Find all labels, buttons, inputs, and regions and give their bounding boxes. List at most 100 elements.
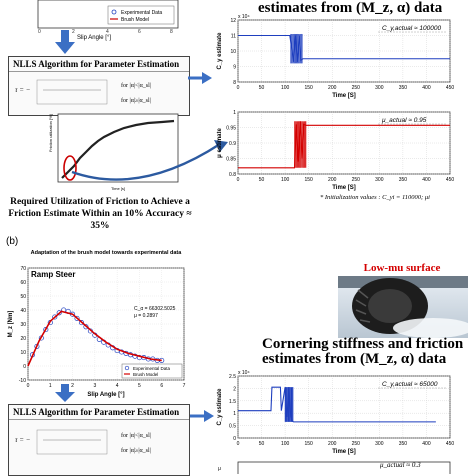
arrow-down-icon	[55, 30, 75, 54]
y-tick-label: 8	[233, 80, 236, 86]
arrow-down-icon	[55, 384, 75, 402]
nlls-box-b: NLLS Algorithm for Parameter Estimation …	[8, 404, 190, 476]
x-tick-label: 0	[237, 177, 240, 183]
nlls-formula-b: τ = − for |α|<|α_sl| for |α|≥|α_sl|	[15, 429, 151, 455]
top-cy-chart: 8 9 10 11 12 0 50 100 150 200 250 300 350 400 450 Time …	[217, 14, 455, 99]
y-tick-label: 20	[20, 336, 26, 342]
x-tick-label: 250	[352, 441, 361, 447]
y-axis-label: M_z [Nm]	[8, 311, 14, 338]
data-point	[83, 324, 89, 330]
arrow-right-icon	[190, 410, 214, 422]
x-tick-label: 0	[237, 441, 240, 447]
arrow-right-icon	[188, 72, 212, 84]
y-tick-label: 0	[233, 436, 236, 442]
y-tick-label: 0.95	[226, 126, 236, 132]
x-tick-label: 7	[183, 383, 186, 389]
y-tick-label: 9	[233, 65, 236, 71]
nlls-cond-1: for |α|<|α_sl|	[121, 82, 151, 89]
y-axis-label: μ estimate	[217, 127, 223, 157]
svg-text:τ = −: τ = −	[15, 436, 31, 444]
legend-box	[121, 363, 183, 379]
friction-utilization-chart: Friction utilization [%] Time [s]	[48, 113, 179, 191]
b-cy-chart: 0 0.5 1 1.5 2 2.5 0 50 100 150 200 250 300 350 400 450 T…	[217, 370, 455, 455]
x-tick-label: 0	[237, 85, 240, 91]
x-axis-label: Time [S]	[332, 93, 356, 99]
legend-marker-exp	[124, 365, 130, 371]
top-estimates-title: estimates from (M_z, α) data	[258, 0, 443, 16]
x-tick-label: 450	[446, 177, 455, 183]
actual-annotation: C_y,actual ≈ 65000	[382, 381, 438, 388]
y-tick-label: 11	[231, 34, 236, 40]
x-tick-label: 50	[259, 85, 265, 91]
x-axis-label: Slip Angle [°]	[87, 392, 124, 398]
actual-annotation: C_y,actual ≈ 100000	[382, 25, 441, 32]
brush-model-line	[27, 310, 162, 367]
x-tick-label: 200	[328, 441, 337, 447]
x-tick-label: 6	[160, 383, 163, 389]
x-tick-label: 300	[375, 177, 384, 183]
y-tick-label: 70	[20, 266, 26, 272]
scale-note: x 10⁴	[238, 370, 250, 376]
nlls-formula: τ = − for |α|<|α_sl| for |α|≥|α_sl|	[15, 79, 151, 105]
x-tick-label: 100	[281, 85, 290, 91]
x-tick-label: 450	[446, 441, 455, 447]
y-tick-label: 60	[20, 280, 26, 286]
x-tick-label: 4	[116, 383, 119, 389]
tick: 0	[38, 29, 41, 35]
nlls-formula-body: τ = − for |α|<|α_sl| for |α|≥|α_sl|	[9, 72, 189, 115]
nlls-cond-2: for |α|≥|α_sl|	[121, 97, 151, 104]
cs-title-1: Cornering stiffness and friction	[262, 336, 464, 352]
x-tick-label: 350	[399, 441, 408, 447]
x-tick-label: 400	[422, 441, 431, 447]
legend-exp: Experimental Data	[133, 366, 171, 371]
svg-text:Time [s]: Time [s]	[111, 186, 125, 191]
friction-caption-2: Friction Estimate Within an 10% Accuracy…	[8, 209, 192, 231]
data-point	[56, 310, 62, 316]
friction-caption: Required Utilization of Friction to Achi…	[0, 196, 200, 232]
b-adapt-title: Adaptation of the brush model towards ex…	[31, 250, 183, 256]
x-tick-label: 1	[49, 383, 52, 389]
x-tick-label: 150	[304, 85, 313, 91]
nlls-title-b: NLLS Algorithm for Parameter Estimation	[9, 405, 189, 420]
x-tick-label: 5	[138, 383, 141, 389]
data-point	[74, 315, 80, 321]
x-tick-label: 450	[446, 85, 455, 91]
data-point	[52, 314, 58, 320]
actual-annotation: μ_actual ≈ 0.95	[381, 117, 427, 124]
ramp-steer-label: Ramp Steer	[31, 270, 75, 279]
y-axis-label: C_y estimate	[217, 388, 223, 426]
y-tick-label: 40	[20, 308, 26, 314]
x-axis-label: Time [S]	[332, 449, 356, 455]
y-tick-label: 10	[230, 49, 236, 55]
scale-note: x 10⁴	[238, 14, 250, 20]
y-tick-label: 2	[233, 386, 236, 392]
top-mu-chart: 0.8 0.85 0.9 0.95 1 0 50 100 150 200 250 300 350 400 4…	[217, 110, 455, 191]
low-mu-label: Low-mu surface	[363, 262, 441, 274]
legend-brush: Brush Model	[133, 372, 158, 377]
init-note: * Initialization values : C_yi = 110000;…	[320, 194, 430, 201]
x-tick-label: 50	[259, 441, 265, 447]
y-tick-label: 30	[20, 322, 26, 328]
x-tick-label: 50	[259, 177, 265, 183]
b-mz-chart: Adaptation of the brush model towards ex…	[8, 250, 186, 398]
b-mu-chart: μ	[218, 461, 451, 474]
highlight-ellipse	[63, 155, 77, 181]
friction-caption-1: Required Utilization of Friction to Achi…	[10, 197, 190, 207]
legend-marker-exp	[111, 9, 117, 15]
top-legend-brush: Brush Model	[121, 17, 149, 23]
x-axis-label: Time [S]	[332, 185, 356, 191]
y-tick-label: 0.9	[229, 141, 236, 147]
y-tick-label: 1	[233, 411, 236, 417]
fit-c-label: C_α = 66302.5025	[134, 306, 176, 312]
y-axis-label: C_y estimate	[217, 32, 223, 70]
x-tick-label: 100	[281, 441, 290, 447]
svg-text:μ: μ	[218, 466, 221, 472]
nlls-formula-body-b: τ = − for |α|<|α_sl| for |α|≥|α_sl|	[9, 420, 189, 467]
tick: 4	[106, 29, 109, 35]
y-tick-label: 0.85	[226, 157, 236, 163]
x-tick-label: 150	[304, 441, 313, 447]
x-tick-label: 0	[27, 383, 30, 389]
top-slip-legend	[107, 5, 175, 25]
panel-b-label: (b)	[6, 236, 19, 247]
nlls-box-top: NLLS Algorithm for Parameter Estimation …	[8, 56, 190, 116]
